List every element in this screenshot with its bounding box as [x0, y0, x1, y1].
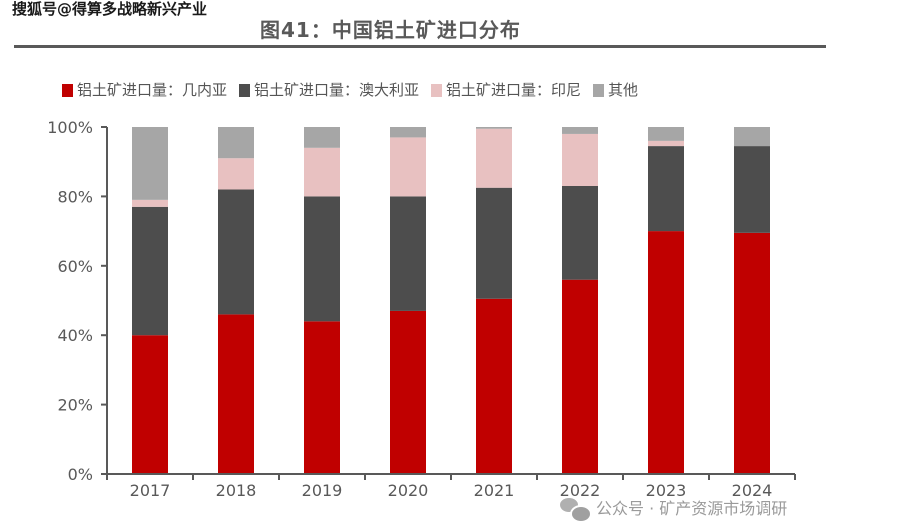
- bar-segment-australia-2017: [132, 206, 168, 336]
- bar-segment-indonesia-2023: [648, 140, 684, 147]
- bar-segment-guinea-2024: [734, 232, 770, 474]
- y-tick-label-40: 40%: [57, 326, 93, 345]
- watermark-bottom: 公众号 · 矿产资源市场调研: [560, 498, 788, 523]
- bar-segment-other-2018: [218, 127, 254, 159]
- legend: 铝土矿进口量：几内亚 铝土矿进口量：澳大利亚 铝土矿进口量：印尼 其他: [62, 80, 650, 100]
- bar-segment-indonesia-2022: [562, 133, 598, 186]
- legend-label-indonesia: 铝土矿进口量：印尼: [446, 81, 582, 99]
- x-tick-label-2023: 2023: [646, 481, 687, 500]
- x-tick-label-2021: 2021: [474, 481, 515, 500]
- legend-item-guinea: 铝土矿进口量：几内亚: [62, 80, 227, 100]
- x-tick-label-2019: 2019: [302, 481, 343, 500]
- bar-segment-guinea-2020: [390, 310, 426, 474]
- bar-segment-australia-2020: [390, 196, 426, 311]
- bar-segment-australia-2022: [562, 185, 598, 280]
- legend-label-other: 其他: [608, 81, 639, 99]
- bar-segment-other-2020: [390, 127, 426, 138]
- legend-item-australia: 铝土矿进口量：澳大利亚: [239, 80, 419, 100]
- legend-swatch-other: [593, 83, 605, 97]
- bar-segment-indonesia-2020: [390, 137, 426, 197]
- wechat-icon: [560, 498, 592, 523]
- y-tick-label-80: 80%: [57, 187, 93, 206]
- bar-segment-guinea-2017: [132, 335, 168, 474]
- y-tick-label-20: 20%: [57, 396, 93, 415]
- bar-segment-indonesia-2019: [304, 147, 340, 197]
- legend-label-australia: 铝土矿进口量：澳大利亚: [254, 81, 420, 99]
- bar-segment-other-2017: [132, 127, 168, 200]
- bar-segment-guinea-2019: [304, 321, 340, 474]
- x-tick-label-2018: 2018: [216, 481, 257, 500]
- bar-segment-other-2023: [648, 127, 684, 141]
- legend-swatch-australia: [239, 83, 251, 97]
- x-tick-label-2024: 2024: [732, 481, 773, 500]
- legend-swatch-indonesia: [431, 83, 443, 97]
- bar-segment-guinea-2023: [648, 231, 684, 474]
- x-tick-label-2017: 2017: [130, 481, 171, 500]
- bar-segment-other-2022: [562, 127, 598, 134]
- y-tick-label-100: 100%: [47, 118, 93, 137]
- bar-segment-other-2024: [734, 127, 770, 147]
- bar-segment-guinea-2018: [218, 314, 254, 474]
- bar-segment-australia-2021: [476, 187, 512, 299]
- legend-item-indonesia: 铝土矿进口量：印尼: [431, 80, 581, 100]
- bar-segment-indonesia-2018: [218, 158, 254, 190]
- bar-segment-indonesia-2021: [476, 128, 512, 188]
- legend-label-guinea: 铝土矿进口量：几内亚: [77, 81, 228, 99]
- x-tick-label-2020: 2020: [388, 481, 429, 500]
- bar-segment-australia-2019: [304, 196, 340, 322]
- legend-swatch-guinea: [62, 83, 73, 97]
- bar-segment-guinea-2021: [476, 298, 512, 474]
- figure-title: 图41：中国铝土矿进口分布: [260, 18, 521, 42]
- bar-segment-guinea-2022: [562, 279, 598, 474]
- bar-segment-australia-2024: [734, 146, 770, 233]
- x-tick-label-2022: 2022: [560, 481, 601, 500]
- title-rule: [14, 45, 826, 48]
- bar-segment-australia-2023: [648, 146, 684, 232]
- bar-segment-other-2021: [476, 127, 512, 129]
- legend-item-other: 其他: [593, 80, 638, 100]
- bar-segment-indonesia-2017: [132, 199, 168, 207]
- y-tick-label-60: 60%: [57, 257, 93, 276]
- bar-segment-australia-2018: [218, 189, 254, 315]
- watermark-top: 搜狐号@得算多战略新兴产业: [12, 0, 208, 18]
- y-tick-label-0: 0%: [68, 465, 93, 484]
- watermark-bottom-text: 公众号 · 矿产资源市场调研: [596, 499, 788, 518]
- bar-segment-other-2019: [304, 127, 340, 148]
